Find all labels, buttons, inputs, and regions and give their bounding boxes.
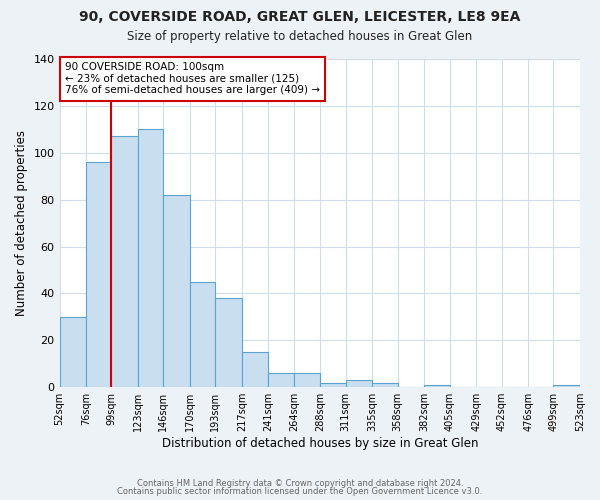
Bar <box>242 352 268 387</box>
Bar <box>424 385 449 387</box>
Text: Contains HM Land Registry data © Crown copyright and database right 2024.: Contains HM Land Registry data © Crown c… <box>137 478 463 488</box>
Text: 90 COVERSIDE ROAD: 100sqm
← 23% of detached houses are smaller (125)
76% of semi: 90 COVERSIDE ROAD: 100sqm ← 23% of detac… <box>65 62 320 96</box>
Text: Contains public sector information licensed under the Open Government Licence v3: Contains public sector information licen… <box>118 487 482 496</box>
Bar <box>112 136 138 387</box>
Bar <box>553 385 580 387</box>
Bar <box>59 317 86 387</box>
Bar <box>372 382 398 387</box>
Bar <box>138 130 163 387</box>
Bar <box>215 298 242 387</box>
Bar <box>163 195 190 387</box>
Bar <box>190 282 215 387</box>
Bar <box>320 382 346 387</box>
X-axis label: Distribution of detached houses by size in Great Glen: Distribution of detached houses by size … <box>161 437 478 450</box>
Bar <box>268 373 294 387</box>
Text: 90, COVERSIDE ROAD, GREAT GLEN, LEICESTER, LE8 9EA: 90, COVERSIDE ROAD, GREAT GLEN, LEICESTE… <box>79 10 521 24</box>
Bar <box>346 380 372 387</box>
Bar <box>86 162 112 387</box>
Text: Size of property relative to detached houses in Great Glen: Size of property relative to detached ho… <box>127 30 473 43</box>
Bar <box>294 373 320 387</box>
Y-axis label: Number of detached properties: Number of detached properties <box>15 130 28 316</box>
